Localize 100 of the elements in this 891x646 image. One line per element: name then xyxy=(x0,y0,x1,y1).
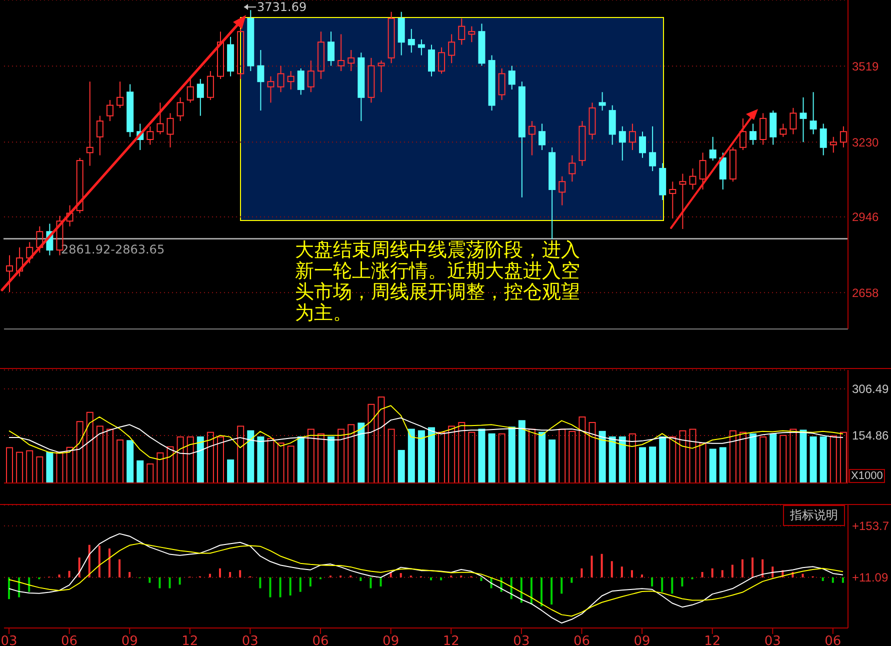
candlestick xyxy=(86,81,94,166)
bar xyxy=(669,436,676,483)
bar xyxy=(558,428,566,483)
bar xyxy=(618,436,626,483)
bar xyxy=(186,436,194,483)
bar xyxy=(370,577,372,588)
bar xyxy=(178,577,181,585)
x-tick-label: 09 xyxy=(382,634,400,646)
bar xyxy=(237,426,244,483)
bar xyxy=(219,568,221,578)
bar xyxy=(158,577,161,588)
bar xyxy=(480,577,482,582)
candlestick xyxy=(750,123,757,146)
bar xyxy=(428,427,435,483)
bar xyxy=(380,577,382,586)
bar xyxy=(750,433,757,483)
x-tick-label: 03 xyxy=(242,634,258,646)
bar xyxy=(259,577,262,588)
candlestick xyxy=(588,102,596,140)
line-series xyxy=(8,533,844,624)
bar xyxy=(277,442,284,483)
candlestick xyxy=(800,96,807,143)
bar xyxy=(651,577,654,586)
bar xyxy=(830,436,837,483)
y-tick-label: +153.7 xyxy=(852,519,890,534)
bar xyxy=(731,564,734,578)
bar xyxy=(548,440,556,483)
bar xyxy=(348,424,355,483)
bar xyxy=(317,433,324,483)
bar xyxy=(832,577,834,583)
bar xyxy=(440,577,442,580)
bar xyxy=(649,446,656,483)
x-tick-label: 03 xyxy=(513,634,530,646)
bar xyxy=(659,436,666,483)
bar xyxy=(78,558,80,578)
bar xyxy=(671,577,674,594)
bar xyxy=(709,448,716,483)
bar xyxy=(739,432,746,483)
bar xyxy=(528,428,536,483)
bar xyxy=(66,446,74,483)
bar xyxy=(360,577,362,582)
candlestick xyxy=(679,173,686,230)
bar xyxy=(762,559,764,578)
bar xyxy=(128,572,131,578)
bar xyxy=(358,422,365,483)
bar xyxy=(719,447,726,483)
bar xyxy=(46,452,54,483)
bar xyxy=(118,559,121,578)
x-tick-label: 12 xyxy=(442,634,460,646)
bar xyxy=(488,433,496,483)
bar xyxy=(6,447,13,483)
bar xyxy=(610,561,613,578)
bar xyxy=(146,463,154,483)
bar xyxy=(58,574,60,578)
bar xyxy=(98,546,100,578)
bar xyxy=(176,436,184,483)
bar xyxy=(136,460,144,483)
x-tick-label: 06 xyxy=(61,634,78,646)
bar xyxy=(840,432,847,483)
bar xyxy=(741,559,744,578)
bar xyxy=(269,577,272,598)
bar xyxy=(620,566,623,578)
bar xyxy=(580,568,583,578)
band-label: 2861.92-2863.65 xyxy=(61,242,165,257)
bar xyxy=(641,574,643,578)
bar xyxy=(338,428,345,483)
bar xyxy=(267,438,274,483)
bar xyxy=(772,566,774,578)
bar xyxy=(309,577,312,586)
bar xyxy=(168,577,171,588)
candlestick xyxy=(358,52,365,122)
bar xyxy=(96,426,104,483)
candlestick xyxy=(528,120,536,156)
x-tick-label: 09 xyxy=(121,634,138,646)
bar xyxy=(106,428,114,483)
text: X1000 xyxy=(849,469,885,483)
bar xyxy=(711,568,714,578)
bar xyxy=(227,459,234,483)
candlestick xyxy=(820,123,827,156)
bar xyxy=(681,577,684,586)
bar xyxy=(701,572,704,578)
candlestick xyxy=(398,11,405,56)
line-series xyxy=(8,405,844,460)
bar xyxy=(628,433,636,483)
bar xyxy=(398,450,405,483)
y-tick-label: 306.49 xyxy=(852,382,890,396)
bar xyxy=(408,428,415,483)
bar xyxy=(229,572,232,578)
bar xyxy=(530,577,532,605)
candlestick xyxy=(126,84,134,138)
bar xyxy=(590,556,593,578)
bar xyxy=(802,574,804,578)
bar xyxy=(518,420,526,483)
bar xyxy=(540,577,543,606)
bar xyxy=(400,573,402,578)
bar xyxy=(8,577,10,600)
y-tick-label: +11.09 xyxy=(852,570,888,585)
candlestick xyxy=(287,70,294,90)
bar xyxy=(770,433,777,483)
y-tick-label: 3519 xyxy=(852,59,880,74)
